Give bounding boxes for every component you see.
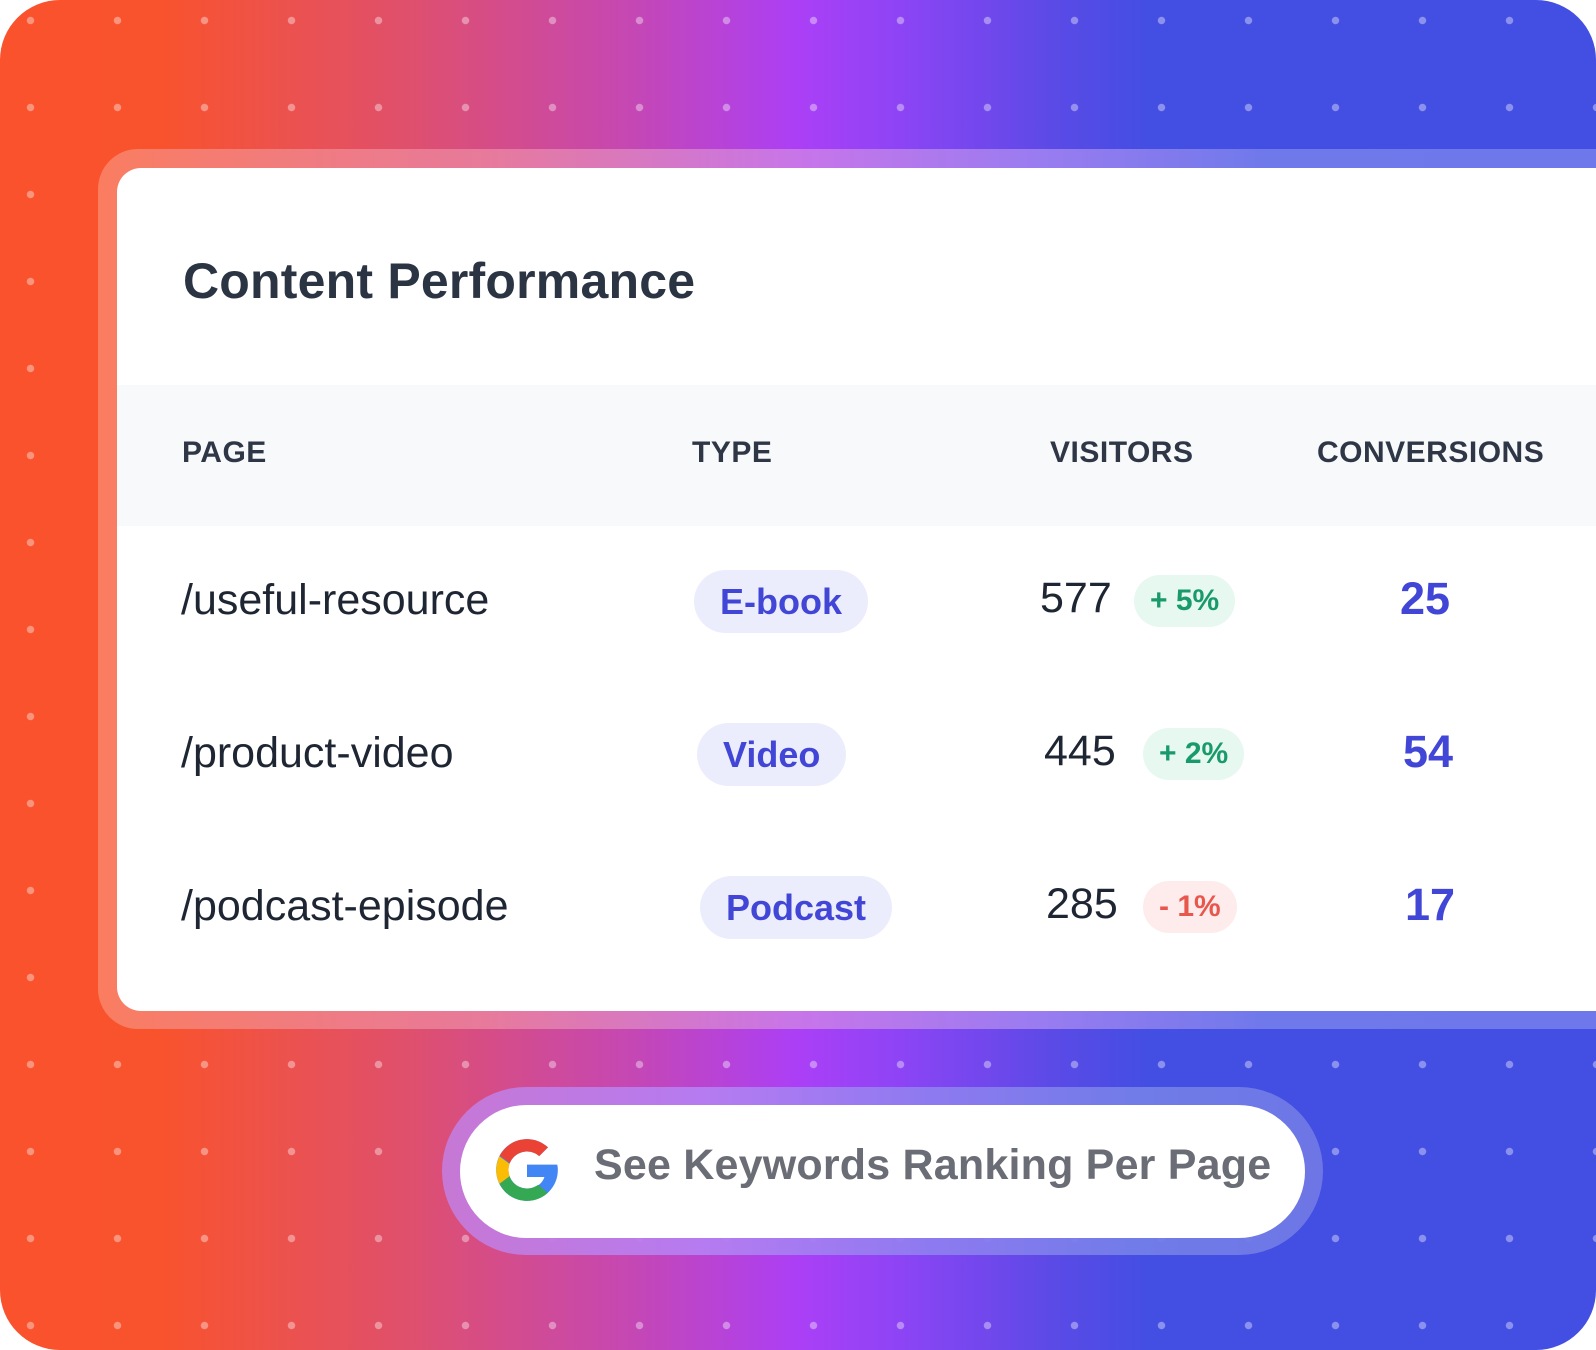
visitors-count: 285 <box>1046 880 1118 928</box>
column-header-visitors[interactable]: VISITORS <box>1050 436 1194 469</box>
google-g-icon <box>496 1139 558 1201</box>
visitors-change-badge: - 1% <box>1143 881 1237 933</box>
cta-label: See Keywords Ranking Per Page <box>594 1141 1272 1189</box>
page-path[interactable]: /podcast-episode <box>181 882 509 930</box>
conversions-count: 25 <box>1399 573 1451 624</box>
visitors-change-badge: + 5% <box>1134 575 1236 627</box>
column-header-page[interactable]: PAGE <box>182 436 267 469</box>
table-row[interactable]: /useful-resource E-book 577 + 5% 25 <box>117 543 1596 663</box>
type-badge: Podcast <box>700 876 893 939</box>
see-keywords-ranking-button[interactable]: See Keywords Ranking Per Page <box>460 1105 1305 1238</box>
table-header: PAGE TYPE VISITORS CONVERSIONS <box>117 385 1596 526</box>
table-row[interactable]: /podcast-episode Podcast 285 - 1% 17 <box>117 849 1596 969</box>
column-header-conversions[interactable]: CONVERSIONS <box>1317 436 1545 469</box>
conversions-count: 17 <box>1404 879 1456 930</box>
table-row[interactable]: /product-video Video 445 + 2% 54 <box>117 696 1596 816</box>
page-path[interactable]: /product-video <box>181 729 454 777</box>
column-header-type[interactable]: TYPE <box>692 436 773 469</box>
conversions-count: 54 <box>1402 726 1454 777</box>
visitors-count: 445 <box>1044 727 1116 775</box>
type-badge: Video <box>697 723 847 786</box>
card-title: Content Performance <box>183 253 696 309</box>
content-performance-card: Content Performance PAGE TYPE VISITORS C… <box>117 168 1596 1011</box>
type-badge: E-book <box>694 570 868 633</box>
visitors-count: 577 <box>1040 574 1112 622</box>
visitors-change-badge: + 2% <box>1143 728 1245 780</box>
page-path[interactable]: /useful-resource <box>181 576 490 624</box>
